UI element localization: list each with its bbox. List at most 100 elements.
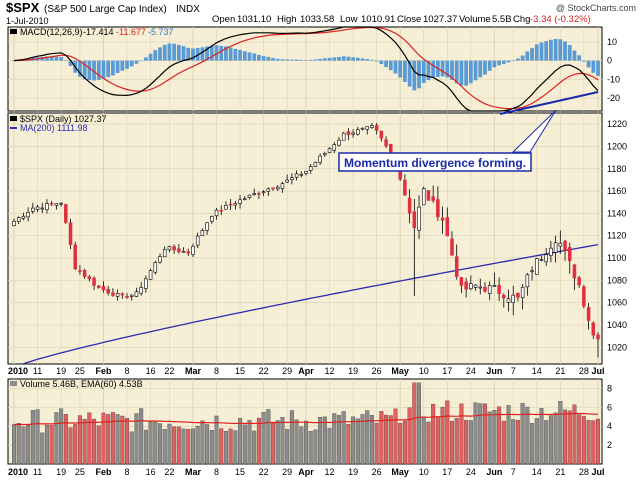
macd-histogram-bar — [54, 56, 59, 61]
macd-histogram-bar — [322, 58, 327, 61]
price-legend-label: $SPX (Daily) 1027.37 — [20, 114, 107, 124]
macd-histogram-bar — [468, 60, 473, 84]
macd-histogram-bar — [473, 60, 478, 81]
macd-histogram-bar — [111, 60, 115, 76]
macd-layer — [12, 26, 600, 112]
macd-histogram-bar — [440, 60, 445, 77]
macd-histogram-bar — [96, 60, 101, 80]
volume-bar — [393, 408, 398, 465]
macd-legend: MACD(12,26,9) -17.414 -11.677 -5.737 — [10, 27, 174, 37]
x-tick-label: 19 — [56, 366, 66, 376]
candle-body — [356, 129, 360, 135]
price-panel — [7, 112, 603, 365]
volume-bar — [106, 414, 111, 465]
macd-histogram-bar — [355, 57, 360, 61]
volume-label: Volume — [459, 14, 491, 25]
candle-body — [139, 287, 143, 294]
candle-body — [59, 202, 63, 205]
price-tick-label: 1220 — [607, 119, 627, 129]
candle-body — [73, 244, 77, 270]
volume-bar — [572, 404, 577, 465]
volume-bar — [139, 408, 144, 465]
macd-histogram-bar — [280, 59, 285, 61]
x-tick-label: Apr — [298, 467, 314, 477]
macd-histogram-bar — [487, 60, 492, 71]
volume-bar — [115, 414, 120, 465]
chart-title-exchange: INDX — [176, 4, 200, 15]
macd-histogram-bar — [454, 60, 459, 84]
price-tick-label: 1120 — [607, 231, 626, 241]
x-tick-label: 8 — [214, 467, 219, 477]
x-tick-label: Feb — [95, 467, 112, 477]
volume-tick-label: 6 — [607, 402, 612, 412]
macd-tick-label: -10 — [607, 74, 620, 84]
candle-body — [544, 254, 548, 263]
volume-bar — [285, 429, 290, 465]
macd-histogram-bar — [558, 39, 563, 61]
candle-body — [436, 199, 440, 218]
volume-bar — [402, 420, 407, 465]
macd-histogram-bar — [219, 45, 224, 61]
volume-bar — [271, 422, 276, 465]
x-tick-label: Mar — [185, 467, 202, 477]
volume-bar — [459, 403, 464, 465]
candle-body — [497, 284, 501, 294]
volume-bar — [26, 425, 31, 465]
volume-bar — [44, 424, 49, 465]
candle-body — [313, 162, 318, 167]
candle-body — [332, 144, 337, 151]
x-tick-label: 28 — [579, 467, 589, 477]
volume-bar — [54, 412, 59, 465]
ma200-line-layer — [23, 243, 599, 365]
volume-bar — [153, 421, 158, 465]
candle-body — [224, 205, 228, 210]
volume-bar — [388, 415, 393, 465]
macd-histogram-bar — [445, 60, 450, 78]
volume-bar — [577, 414, 582, 465]
volume-bar — [252, 430, 257, 465]
macd-histogram-bar — [327, 57, 332, 61]
candle-body — [195, 235, 200, 246]
macd-histogram-bar — [49, 56, 54, 61]
volume-bar — [450, 420, 454, 465]
macd-histogram-bar — [63, 60, 68, 61]
macd-histogram-bar — [158, 47, 162, 61]
volume-bar — [482, 403, 487, 465]
candle-body — [167, 246, 172, 251]
x-tick-label: 16 — [146, 467, 156, 477]
candle-body — [483, 286, 487, 292]
volume-legend: Volume 5.46B, EMA(60) 4.53B — [10, 379, 143, 389]
x-tick-label: Feb — [95, 366, 112, 376]
chart-date: 1-Jul-2010 — [6, 16, 49, 26]
volume-bar — [440, 406, 445, 465]
volume-bar — [289, 410, 294, 465]
volume-bar — [530, 423, 535, 465]
candle-body — [370, 125, 374, 128]
volume-bar — [190, 428, 195, 465]
volume-bar — [351, 416, 356, 465]
volume-bar — [304, 420, 308, 465]
candle-body — [596, 334, 600, 340]
macd-histogram-bar — [191, 48, 195, 61]
candle-body — [412, 211, 417, 229]
candle-body — [162, 249, 167, 258]
x-tick-label: 15 — [235, 366, 245, 376]
macd-histogram-bar — [407, 60, 412, 87]
x-tick-label: 2010 — [8, 366, 28, 376]
macd-histogram-bar — [464, 60, 469, 86]
macd-histogram-bar — [497, 60, 501, 66]
volume-legend-label: Volume 5.46B, EMA(60) 4.53B — [20, 379, 143, 389]
volume-bar — [73, 424, 78, 465]
macd-histogram-bar — [393, 60, 398, 74]
volume-bar — [407, 407, 412, 465]
candle-body — [243, 198, 247, 200]
macd-histogram-bar — [478, 60, 483, 78]
macd-histogram-bar — [209, 45, 214, 61]
candle-body — [478, 286, 483, 289]
candle-body — [200, 230, 205, 236]
x-tick-label: 2010 — [8, 467, 28, 477]
volume-bar — [82, 418, 87, 465]
candle-body — [445, 217, 450, 237]
volume-bar — [101, 412, 106, 465]
